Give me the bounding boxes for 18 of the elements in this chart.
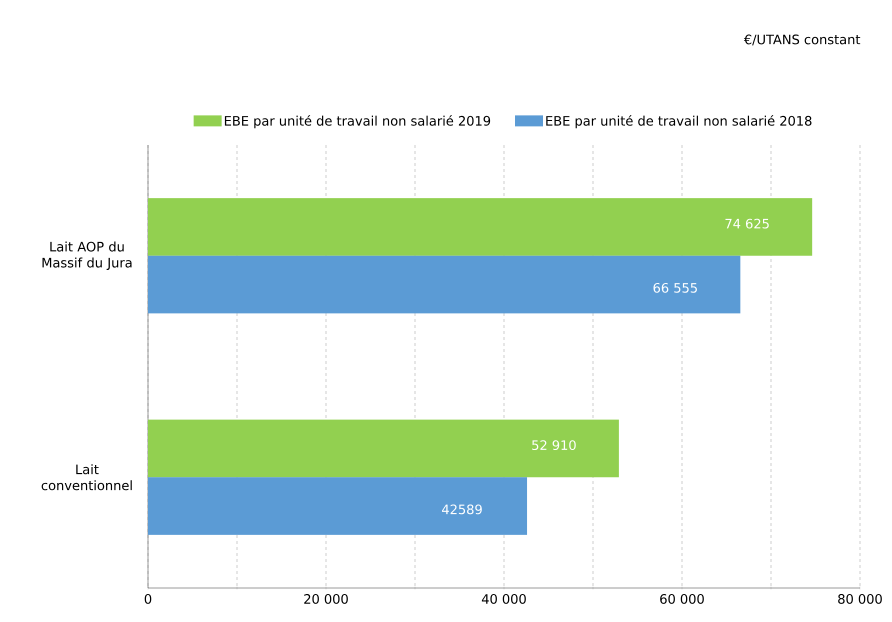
text: €/UTANS constant — [744, 34, 860, 46]
x-tick-label: 80 000 — [838, 594, 882, 604]
bar — [148, 198, 812, 256]
x-tick-label: 40 000 — [482, 594, 526, 604]
data-label: 42589 — [442, 504, 482, 514]
legend-label: EBE par unité de travail non salarié 2019 — [224, 115, 490, 128]
x-tick-label: 20 000 — [304, 594, 348, 604]
bar — [148, 256, 740, 314]
data-label: 74 625 — [725, 218, 769, 229]
data-label: 52 910 — [532, 440, 576, 450]
y-tick-label: Lait AOP du Massif du Jura — [42, 242, 132, 270]
legend-label: EBE par unité de travail non salarié 2018 — [546, 115, 812, 128]
y-tick-label: Lait conventionnel — [42, 464, 132, 490]
x-tick-label: 60 000 — [660, 594, 704, 604]
bar — [148, 420, 619, 478]
x-tick-label: 0 — [144, 594, 152, 604]
data-label: 66 555 — [654, 282, 697, 293]
bar — [148, 477, 528, 535]
